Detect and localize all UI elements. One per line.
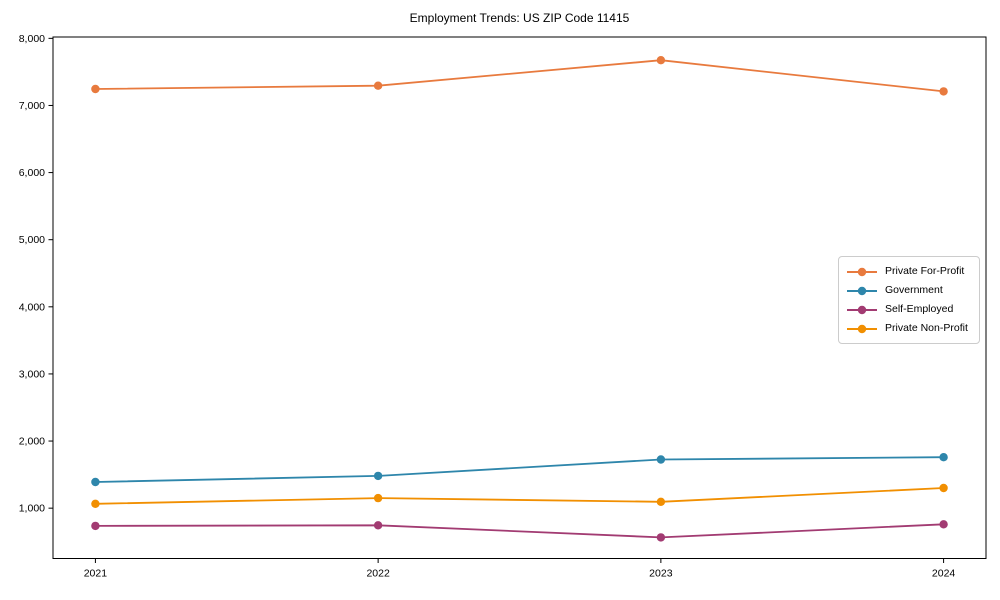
legend-marker-private-for-profit: [847, 267, 877, 276]
legend-marker-government: [847, 286, 877, 295]
y-tick-label: 2,000: [19, 436, 45, 448]
legend-marker-private-non-profit: [847, 324, 877, 333]
data-point-self-employed-2021: [91, 521, 100, 531]
legend-item-government: Government: [846, 281, 972, 300]
data-point-private-for-profit-2022: [373, 81, 383, 90]
y-tick-label: 1,000: [19, 503, 45, 515]
data-point-private-non-profit-2021: [91, 499, 100, 508]
data-point-self-employed-2024: [939, 520, 948, 529]
data-point-government-2021: [91, 477, 100, 487]
legend-label-private-for-profit: Private For-Profit: [885, 265, 965, 278]
legend-label-private-non-profit: Private Non-Profit: [885, 322, 968, 335]
legend-item-private-non-profit: Private Non-Profit: [846, 319, 972, 338]
x-tick-label: 2024: [932, 568, 956, 580]
chart-title: Employment Trends: US ZIP Code 11415: [409, 11, 630, 25]
data-point-government-2022: [373, 471, 383, 481]
legend-marker-self-employed: [847, 305, 877, 314]
data-point-private-non-profit-2024: [939, 483, 948, 493]
data-point-private-non-profit-2022: [373, 493, 383, 503]
x-tick-label: 2021: [84, 568, 108, 580]
legend: Private For-Profit Government Self-Employe…: [838, 256, 980, 344]
data-point-self-employed-2022: [373, 521, 383, 530]
x-tick-label: 2022: [366, 568, 390, 580]
series-line-self-employed: [95, 523, 944, 539]
data-point-private-for-profit-2023: [656, 56, 666, 65]
legend-label-self-employed: Self-Employed: [885, 303, 954, 316]
data-point-government-2023: [656, 455, 666, 464]
series-line-government: [95, 456, 944, 483]
y-tick-label: 4,000: [19, 301, 45, 313]
data-point-private-for-profit-2021: [91, 84, 100, 94]
y-tick-label: 5,000: [19, 234, 45, 246]
x-tick-label: 2023: [649, 568, 673, 580]
y-tick-label: 7,000: [19, 100, 45, 112]
series-line-private-for-profit: [95, 59, 944, 93]
data-point-private-non-profit-2023: [656, 497, 666, 506]
data-point-government-2024: [939, 453, 948, 462]
legend-label-government: Government: [885, 284, 943, 297]
y-tick-label: 6,000: [19, 167, 45, 179]
data-point-self-employed-2023: [656, 533, 666, 542]
y-tick-label: 8,000: [19, 33, 45, 45]
plot-frame: [52, 36, 987, 559]
legend-item-self-employed: Self-Employed: [846, 300, 972, 319]
series-line-private-non-profit: [95, 487, 944, 505]
y-tick-label: 3,000: [19, 368, 45, 380]
legend-item-private-for-profit: Private For-Profit: [846, 262, 972, 281]
data-point-private-for-profit-2024: [939, 87, 948, 96]
